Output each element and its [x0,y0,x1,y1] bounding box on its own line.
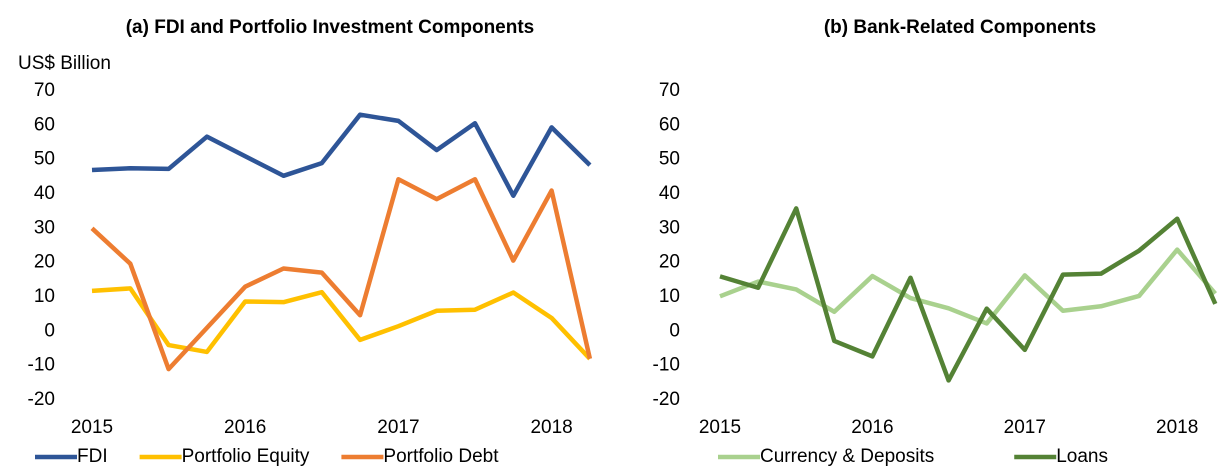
chart-title: (a) FDI and Portfolio Investment Compone… [126,17,535,38]
y-axis-label: US$ Billion [18,53,111,74]
y-tick-label: 50 [34,149,55,170]
series-line [90,176,593,372]
y-tick-label: 40 [34,183,55,204]
y-tick-label: 20 [659,252,680,273]
x-tick-label: 2016 [851,417,893,438]
x-tick-label: 2015 [699,417,741,438]
y-tick-label: -10 [28,355,55,376]
x-tick-label: 2017 [1004,417,1046,438]
y-tick-label: 70 [34,80,55,101]
y-tick-label: 60 [659,114,680,135]
x-tick-label: 2016 [224,417,266,438]
y-tick-label: 30 [34,217,55,238]
series-line [719,247,1218,326]
y-tick-label: -20 [28,389,55,410]
series-line [91,112,592,198]
legend-label: Portfolio Debt [383,446,499,467]
y-tick-label: 70 [659,80,680,101]
y-tick-label: 30 [659,217,680,238]
y-tick-label: 0 [44,320,55,341]
x-tick-label: 2018 [530,417,572,438]
legend-label: Currency & Deposits [760,446,934,467]
y-tick-label: 60 [34,114,55,135]
y-tick-label: 50 [659,149,680,170]
chart-title: (b) Bank-Related Components [824,17,1096,38]
y-tick-label: 10 [34,286,55,307]
legend-label: Loans [1056,446,1108,467]
y-tick-label: 0 [669,320,680,341]
y-tick-label: 20 [34,252,55,273]
x-tick-label: 2018 [1156,417,1198,438]
y-tick-label: 40 [659,183,680,204]
legend-label: Portfolio Equity [182,446,310,467]
y-tick-label: 10 [659,286,680,307]
legend-label: FDI [77,446,108,467]
series-line [719,206,1218,383]
series-line [91,286,592,361]
x-tick-label: 2017 [377,417,419,438]
x-tick-label: 2015 [71,417,113,438]
y-tick-label: -10 [653,355,680,376]
y-tick-label: -20 [653,389,680,410]
